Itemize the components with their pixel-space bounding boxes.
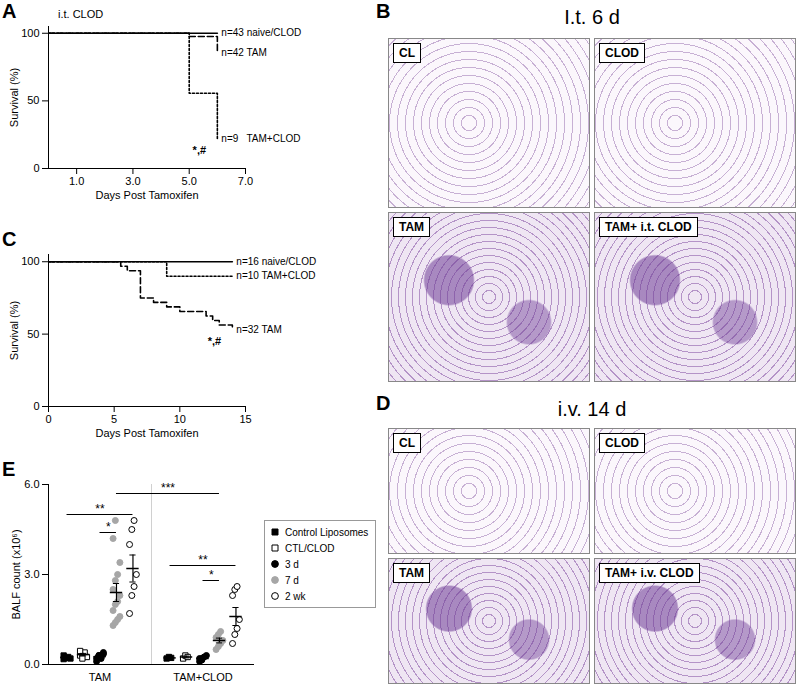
svg-text:**: ** [95,502,105,516]
html-text:i.t. CLOD: i.t. CLOD [58,8,104,20]
html-text:TAM: TAM [399,566,425,580]
html-text:C: C [2,228,17,250]
svg-text:n=10 TAM+CLOD: n=10 TAM+CLOD [236,270,315,281]
html-text:i.v. 14 d: i.v. 14 d [557,398,627,420]
svg-text:2 wk: 2 wk [285,591,307,602]
svg-text:1.0: 1.0 [69,175,84,187]
svg-text:n=9 TAM+CLOD: n=9 TAM+CLOD [221,133,300,144]
svg-text:TAM: TAM [89,671,111,683]
svg-text:10: 10 [174,413,186,425]
html-text:CLOD: CLOD [605,46,639,60]
svg-text:CTL/CLOD: CTL/CLOD [285,543,334,554]
svg-text:15: 15 [239,413,251,425]
svg-text:*,#: *,# [208,335,221,347]
svg-text:100: 100 [21,255,39,267]
html-text:CLOD: CLOD [605,436,639,450]
html-text:D: D [376,392,391,414]
svg-text:5: 5 [111,413,117,425]
svg-text:n=43 naive/CLOD: n=43 naive/CLOD [221,27,301,38]
html-text:CL: CL [399,46,415,60]
html-text:E: E [2,458,16,480]
svg-text:7.0: 7.0 [238,175,253,187]
svg-text:Days Post Tamoxifen: Days Post Tamoxifen [95,427,198,439]
svg-text:*: * [209,568,214,582]
html-text:B: B [376,0,391,22]
svg-text:TAM+CLOD: TAM+CLOD [173,671,232,683]
html-text:A: A [2,0,17,22]
svg-text:3 d: 3 d [285,559,299,570]
svg-text:n=32 TAM: n=32 TAM [236,324,282,335]
svg-text:50: 50 [27,328,39,340]
html-text:CL: CL [399,436,415,450]
html-text:I.t. 6 d: I.t. 6 d [564,6,620,28]
svg-text:0.0: 0.0 [24,658,39,670]
svg-text:*: * [106,520,111,534]
svg-text:**: ** [198,553,208,567]
svg-text:Control Liposomes: Control Liposomes [285,527,368,538]
svg-text:n=16 naive/CLOD: n=16 naive/CLOD [236,256,316,267]
svg-text:Survival (%): Survival (%) [8,301,20,360]
svg-text:5.0: 5.0 [182,175,197,187]
svg-text:7 d: 7 d [285,575,299,586]
svg-text:n=42 TAM: n=42 TAM [221,47,267,58]
html-text:TAM+ i.t. CLOD: TAM+ i.t. CLOD [605,220,692,234]
html-text:TAM+ i.v. CLOD: TAM+ i.v. CLOD [605,566,694,580]
svg-text:100: 100 [21,27,39,39]
svg-text:0: 0 [45,413,51,425]
svg-text:Days Post Tamoxifen: Days Post Tamoxifen [95,189,198,201]
svg-text:50: 50 [27,94,39,106]
svg-text:3.0: 3.0 [125,175,140,187]
svg-text:*,#: *,# [193,144,206,156]
html-text:TAM: TAM [399,220,425,234]
svg-text:0: 0 [33,400,39,412]
svg-text:BALF count (x10⁶): BALF count (x10⁶) [10,529,22,619]
svg-text:***: *** [161,481,175,495]
svg-text:Survival (%): Survival (%) [8,68,20,127]
svg-text:6.0: 6.0 [24,478,39,490]
svg-text:0: 0 [33,162,39,174]
svg-text:3.0: 3.0 [24,568,39,580]
